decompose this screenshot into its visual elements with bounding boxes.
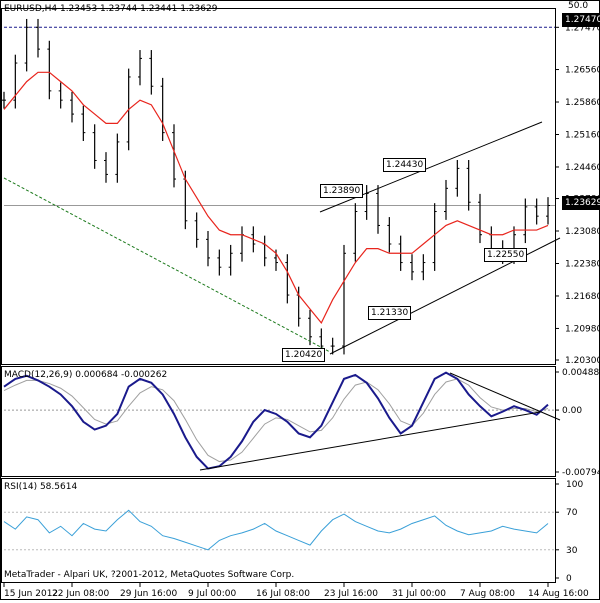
- price-axis-label: 1.25160: [565, 130, 600, 140]
- annotation-low-2: 1.21330: [368, 306, 412, 320]
- price-axis-label: 1.20980: [565, 324, 600, 334]
- rsi-axis-label: 100: [566, 480, 583, 490]
- copyright-text: MetaTrader - Alpari UK, ?2001-2012, Meta…: [4, 570, 295, 580]
- top-right-value: 50.0: [568, 1, 589, 11]
- annotation-low-3: 1.20420: [282, 348, 326, 362]
- rsi-axis-label: 0: [566, 574, 572, 584]
- moving-average-line: [3, 71, 549, 324]
- annotation-high-2: 1.23890: [320, 184, 364, 198]
- price-axis-label: 1.27470: [565, 23, 600, 33]
- price-axis-label: 1.21680: [565, 292, 600, 302]
- rsi-line: [3, 509, 549, 551]
- time-axis-label: 9 Jul 00:00: [188, 589, 237, 599]
- price-panel[interactable]: [1, 8, 556, 365]
- rsi-axis-label: 70: [566, 508, 578, 518]
- price-axis-label: 1.22380: [565, 259, 600, 269]
- rsi-title: RSI(14) 58.5614: [4, 482, 78, 492]
- macd-title: MACD(12,26,9) 0.000684 -0.000262: [4, 370, 168, 380]
- time-axis-label: 31 Jul 00:00: [392, 589, 446, 599]
- price-axis-label: 1.23080: [565, 227, 600, 237]
- time-axis-label: 15 Jun 2012: [4, 589, 58, 599]
- price-axis-label: 1.24460: [565, 163, 600, 173]
- time-axis-label: 22 Jun 08:00: [52, 589, 109, 599]
- time-axis-label: 23 Jul 16:00: [324, 589, 378, 599]
- rsi-axis-label: 30: [566, 546, 578, 556]
- macd-axis-label: -0.00794: [562, 468, 600, 478]
- macd-axis-label: 0.00: [562, 406, 582, 416]
- high-price-tag: 1.27470: [562, 13, 600, 27]
- chart-title: EURUSD,H4 1.23453 1.23744 1.23441 1.2362…: [4, 4, 218, 14]
- time-axis-label: 14 Aug 16:00: [528, 589, 589, 599]
- price-axis-label: 1.26560: [565, 66, 600, 76]
- macd-axis-label: 0.004881: [562, 368, 600, 378]
- price-axis-label: 1.20300: [565, 356, 600, 366]
- current-price-tag: 1.23629: [562, 196, 600, 210]
- macd-panel[interactable]: [1, 366, 556, 477]
- annotation-high-1: 1.24430: [383, 158, 427, 172]
- green-downtrend-line: [3, 177, 331, 353]
- time-axis-label: 16 Jul 08:00: [256, 589, 310, 599]
- annotation-low-1: 1.22550: [484, 248, 528, 262]
- rsi-panel[interactable]: [1, 478, 556, 583]
- macd-main-line: [3, 371, 549, 470]
- macd-resistance-line: [449, 372, 561, 421]
- price-axis-label: 1.25860: [565, 98, 600, 108]
- time-axis-label: 29 Jun 16:00: [120, 589, 177, 599]
- time-axis-label: 7 Aug 08:00: [460, 589, 515, 599]
- macd-support-line: [199, 411, 541, 471]
